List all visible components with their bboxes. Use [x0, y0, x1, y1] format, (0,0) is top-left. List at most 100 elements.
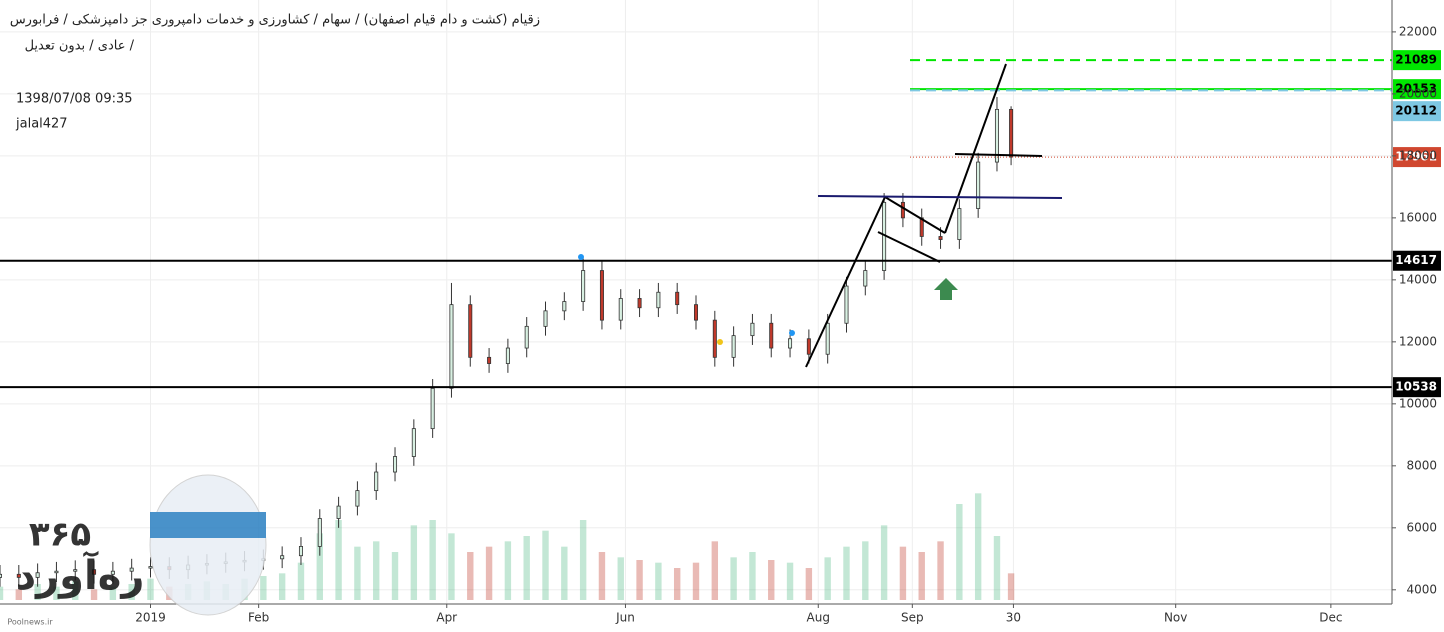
candle-body	[994, 108, 999, 163]
candle-body	[317, 518, 322, 547]
volume-bar	[297, 562, 305, 600]
candle-body	[1009, 108, 1014, 158]
candle-body	[581, 270, 586, 302]
candle-body	[543, 310, 548, 327]
price-label: 20153	[1395, 82, 1437, 96]
candle-body	[487, 356, 492, 364]
price-label: 14617	[1395, 253, 1437, 267]
candle-body	[148, 566, 153, 569]
volume-bar	[993, 536, 1001, 600]
volume-bar	[711, 541, 719, 600]
price-label-box	[1393, 147, 1441, 168]
volume-bar	[937, 541, 944, 600]
candle-body	[806, 338, 811, 355]
y-tick-label: 20000	[1399, 86, 1437, 100]
volume-bar	[974, 493, 982, 600]
candle-body	[618, 298, 623, 321]
volume-bar	[260, 576, 267, 600]
volume-bar	[391, 552, 399, 600]
volume-bar	[880, 525, 888, 600]
y-tick-label: 12000	[1399, 334, 1437, 348]
volume-bar	[147, 578, 154, 600]
candle-body	[35, 572, 40, 578]
author: jalal427	[15, 117, 68, 132]
watermark-site: Poolnews.ir	[7, 618, 53, 627]
volume-bar	[786, 562, 794, 600]
volume-bar	[561, 546, 568, 600]
volume-bar	[109, 586, 117, 600]
price-label-box	[1393, 250, 1441, 271]
candle-body	[374, 471, 379, 492]
y-tick-label: 18000	[1399, 148, 1437, 162]
y-tick-label: 10000	[1399, 396, 1437, 410]
x-tick-label: Dec	[1319, 611, 1342, 625]
price-label-box	[1393, 101, 1441, 122]
candle-body	[637, 298, 642, 309]
candle-body	[298, 546, 303, 557]
y-tick-label: 8000	[1406, 458, 1437, 472]
volume-bar	[448, 533, 455, 600]
timestamp: 1398/07/08 09:35	[16, 92, 133, 107]
volume-bar	[504, 541, 512, 600]
candle-body	[129, 567, 134, 572]
volume-bar	[523, 536, 530, 600]
x-tick-label: 30	[1006, 611, 1021, 625]
candle-body	[938, 236, 943, 240]
volume-bar	[34, 584, 41, 600]
volume-bar	[90, 589, 98, 600]
candle-body	[355, 490, 360, 507]
volume-bar	[805, 568, 813, 600]
candle-body	[562, 301, 567, 312]
y-tick-label: 6000	[1406, 520, 1437, 534]
drawings	[578, 63, 1063, 368]
candle-body	[750, 322, 755, 337]
candle-body	[92, 569, 97, 575]
candle-body	[468, 304, 473, 358]
candle-body	[280, 555, 285, 560]
candle-body	[675, 291, 680, 306]
volume-bar	[617, 557, 624, 600]
candle-body	[825, 322, 830, 355]
volume-bar	[655, 562, 662, 600]
x-tick-label: Sep	[901, 611, 924, 625]
volume-bar	[1007, 573, 1015, 600]
volume-bar	[485, 546, 493, 600]
candle-body	[863, 270, 868, 287]
volume-bar	[579, 520, 587, 600]
price-label: 10538	[1395, 380, 1437, 394]
candle-body	[712, 319, 717, 358]
x-tick-label: Feb	[248, 611, 269, 625]
candle-body	[505, 347, 510, 364]
chart-title: زقیام (کشت و دام قیام اصفهان) / سهام / ک…	[10, 13, 540, 28]
candle-body	[524, 325, 529, 349]
volume-bar	[373, 541, 380, 600]
x-tick-label: 2019	[135, 611, 166, 625]
volume-bar	[749, 552, 756, 600]
candle-body	[449, 304, 454, 389]
x-tick-label: Apr	[436, 611, 457, 625]
y-tick-label: 16000	[1399, 210, 1437, 224]
candle-body	[900, 201, 905, 219]
volume-bar	[15, 589, 23, 600]
price-label: 17961	[1395, 150, 1437, 164]
volume-bar	[598, 552, 606, 600]
volume-bar	[316, 533, 323, 600]
candle-body	[656, 291, 661, 309]
volume-bar	[278, 573, 286, 600]
volume-bar	[335, 520, 342, 600]
volume-bar	[692, 562, 700, 600]
volume-bar	[843, 546, 850, 600]
volume-bar	[410, 525, 418, 600]
subtitle: عادی / بدون تعدیل /	[25, 39, 135, 54]
price-label: 20112	[1395, 104, 1437, 118]
price-label-box	[1393, 79, 1441, 100]
price-label: 21089	[1395, 53, 1437, 67]
volume-bar	[128, 584, 135, 600]
candle-body	[0, 573, 3, 578]
volume-bar	[899, 546, 907, 600]
volume-bar	[53, 586, 60, 600]
candle-body	[844, 285, 849, 324]
y-tick-label: 4000	[1406, 582, 1437, 596]
candle-body	[54, 570, 59, 574]
candle-body	[110, 570, 115, 575]
